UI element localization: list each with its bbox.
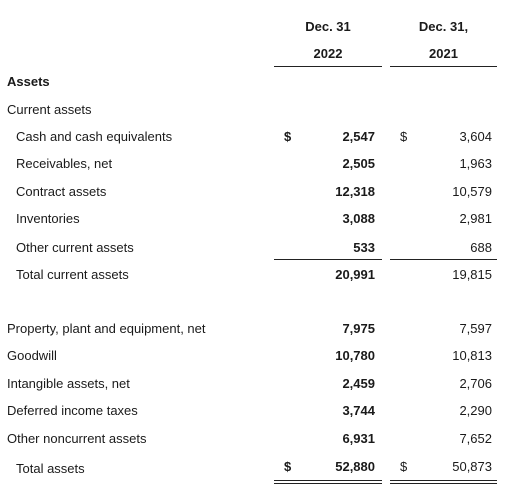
dollar-sign-2022: $ — [284, 129, 292, 144]
value-2022: 52,880 — [335, 459, 375, 474]
value-2021: 19,815 — [452, 267, 492, 282]
total-double-rule-2022-bottom — [274, 483, 382, 484]
value-2022: 3,088 — [342, 211, 375, 226]
row-label: Inventories — [16, 211, 80, 226]
value-2021: 7,597 — [459, 321, 492, 336]
row-label: Property, plant and equipment, net — [7, 321, 206, 336]
dollar-sign-2021: $ — [400, 129, 408, 144]
value-2022: 20,991 — [335, 267, 375, 282]
header-2021-line2: 2021 — [429, 46, 458, 61]
value-2021: 10,813 — [452, 348, 492, 363]
value-2022: 2,505 — [342, 156, 375, 171]
row-label: Other current assets — [16, 240, 134, 255]
value-2021: 10,579 — [452, 184, 492, 199]
row-label: Receivables, net — [16, 156, 113, 171]
row-label: Cash and cash equivalents — [16, 129, 173, 144]
subtotal-rule-2022 — [274, 259, 382, 260]
value-2021: 50,873 — [452, 459, 492, 474]
row-label: Goodwill — [7, 348, 57, 363]
assets-heading: Assets — [7, 74, 50, 89]
value-2022: 12,318 — [335, 184, 375, 199]
value-2021: 688 — [470, 240, 492, 255]
value-2021: 3,604 — [459, 129, 492, 144]
header-2022-line1: Dec. 31 — [305, 19, 351, 34]
dollar-sign-2021: $ — [400, 459, 408, 474]
subtotal-rule-2021 — [390, 259, 497, 260]
value-2022: 6,931 — [342, 431, 375, 446]
value-2021: 2,706 — [459, 376, 492, 391]
header-2022-line2: 2022 — [313, 46, 343, 61]
row-label: Other noncurrent assets — [7, 431, 147, 446]
value-2021: 2,290 — [459, 403, 492, 418]
value-2021: 1,963 — [459, 156, 492, 171]
value-2021: 7,652 — [459, 431, 492, 446]
value-2022: 2,459 — [342, 376, 375, 391]
header-2021-line1: Dec. 31, — [418, 19, 469, 34]
total-double-rule-2021-top — [390, 480, 497, 481]
current-assets-heading: Current assets — [7, 102, 92, 117]
total-double-rule-2022-top — [274, 480, 382, 481]
total-double-rule-2021-bottom — [390, 483, 497, 484]
value-2022: 10,780 — [335, 348, 375, 363]
row-label: Intangible assets, net — [7, 376, 130, 391]
value-2021: 2,981 — [459, 211, 492, 226]
row-label: Contract assets — [16, 184, 107, 199]
header-2022-underline — [274, 66, 382, 67]
dollar-sign-2022: $ — [284, 459, 292, 474]
row-label: Deferred income taxes — [7, 403, 138, 418]
value-2022: 3,744 — [342, 403, 375, 418]
value-2022: 533 — [353, 240, 375, 255]
row-label: Total assets — [16, 461, 85, 476]
value-2022: 7,975 — [342, 321, 375, 336]
row-label: Total current assets — [16, 267, 129, 282]
value-2022: 2,547 — [342, 129, 375, 144]
header-2021-underline — [390, 66, 497, 67]
